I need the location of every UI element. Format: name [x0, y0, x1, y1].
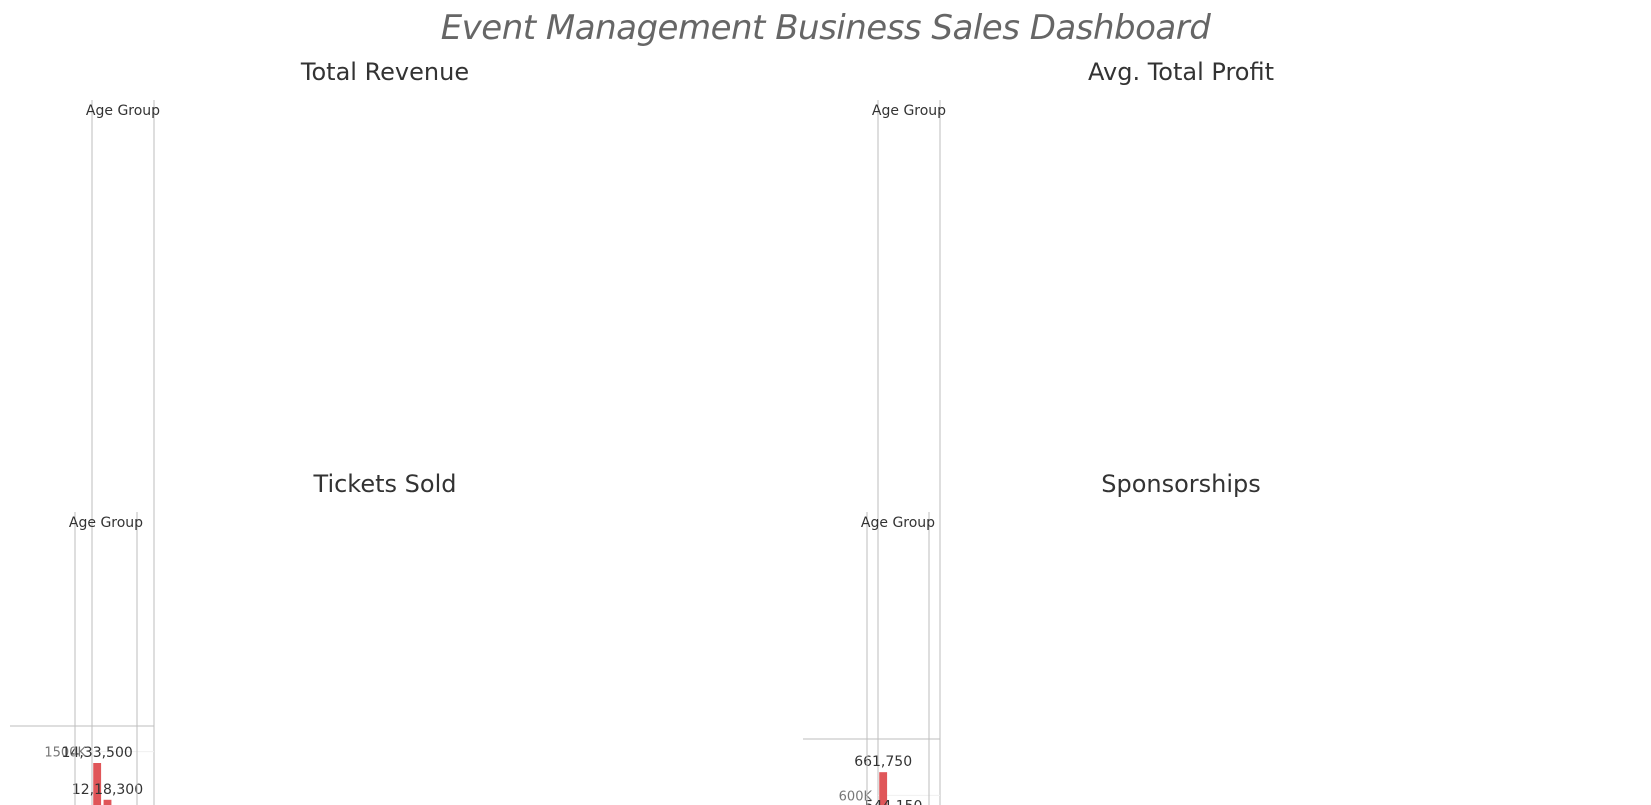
bar-value-label: 544,150: [865, 798, 923, 805]
column-header-label: Age Group: [872, 103, 946, 119]
chart-sponsorships: Sponsorships Age Group0K10K20KSponsorshi…: [803, 470, 1559, 805]
bar[interactable]: [103, 799, 112, 805]
dashboard-title: Event Management Business Sales Dashboar…: [440, 8, 1211, 48]
tickets-sold-bar-chart: Age Group0K2K4K6K8KTickets Sold8,17027-3…: [69, 512, 143, 805]
column-header-label: Age Group: [86, 103, 160, 119]
total-revenue-bar-chart: Age Group0K500K1000K1500KTotal Revenue14…: [10, 100, 160, 805]
chart-avg-total-profit: Avg. Total Profit Age Group0K200K400K600…: [803, 58, 1559, 805]
bar-value-label: 14,33,500: [62, 745, 133, 761]
y-tick-label: 600K: [839, 789, 873, 804]
column-header-label: Age Group: [861, 515, 935, 531]
chart-title: Avg. Total Profit: [1088, 58, 1274, 86]
bar[interactable]: [93, 763, 102, 805]
avg-total-profit-bar-chart: Age Group0K200K400K600KAvg. Profit661,75…: [803, 100, 946, 805]
sponsorships-bar-chart: Age Group0K10K20KSponsorship25,00023-262…: [861, 512, 935, 805]
bar-value-label: 661,750: [854, 754, 912, 770]
bar[interactable]: [879, 772, 888, 805]
y-tick-label: 1500K: [44, 746, 86, 761]
chart-title: Sponsorships: [1101, 470, 1261, 498]
chart-title: Tickets Sold: [313, 470, 457, 498]
chart-total-revenue: Total Revenue Age Group0K500K1000K1500KT…: [10, 58, 760, 805]
bar-value-label: 12,18,300: [72, 782, 143, 798]
chart-title: Total Revenue: [300, 58, 470, 86]
chart-tickets-sold: Tickets Sold Age Group0K2K4K6K8KTickets …: [10, 470, 760, 805]
column-header-label: Age Group: [69, 515, 143, 531]
